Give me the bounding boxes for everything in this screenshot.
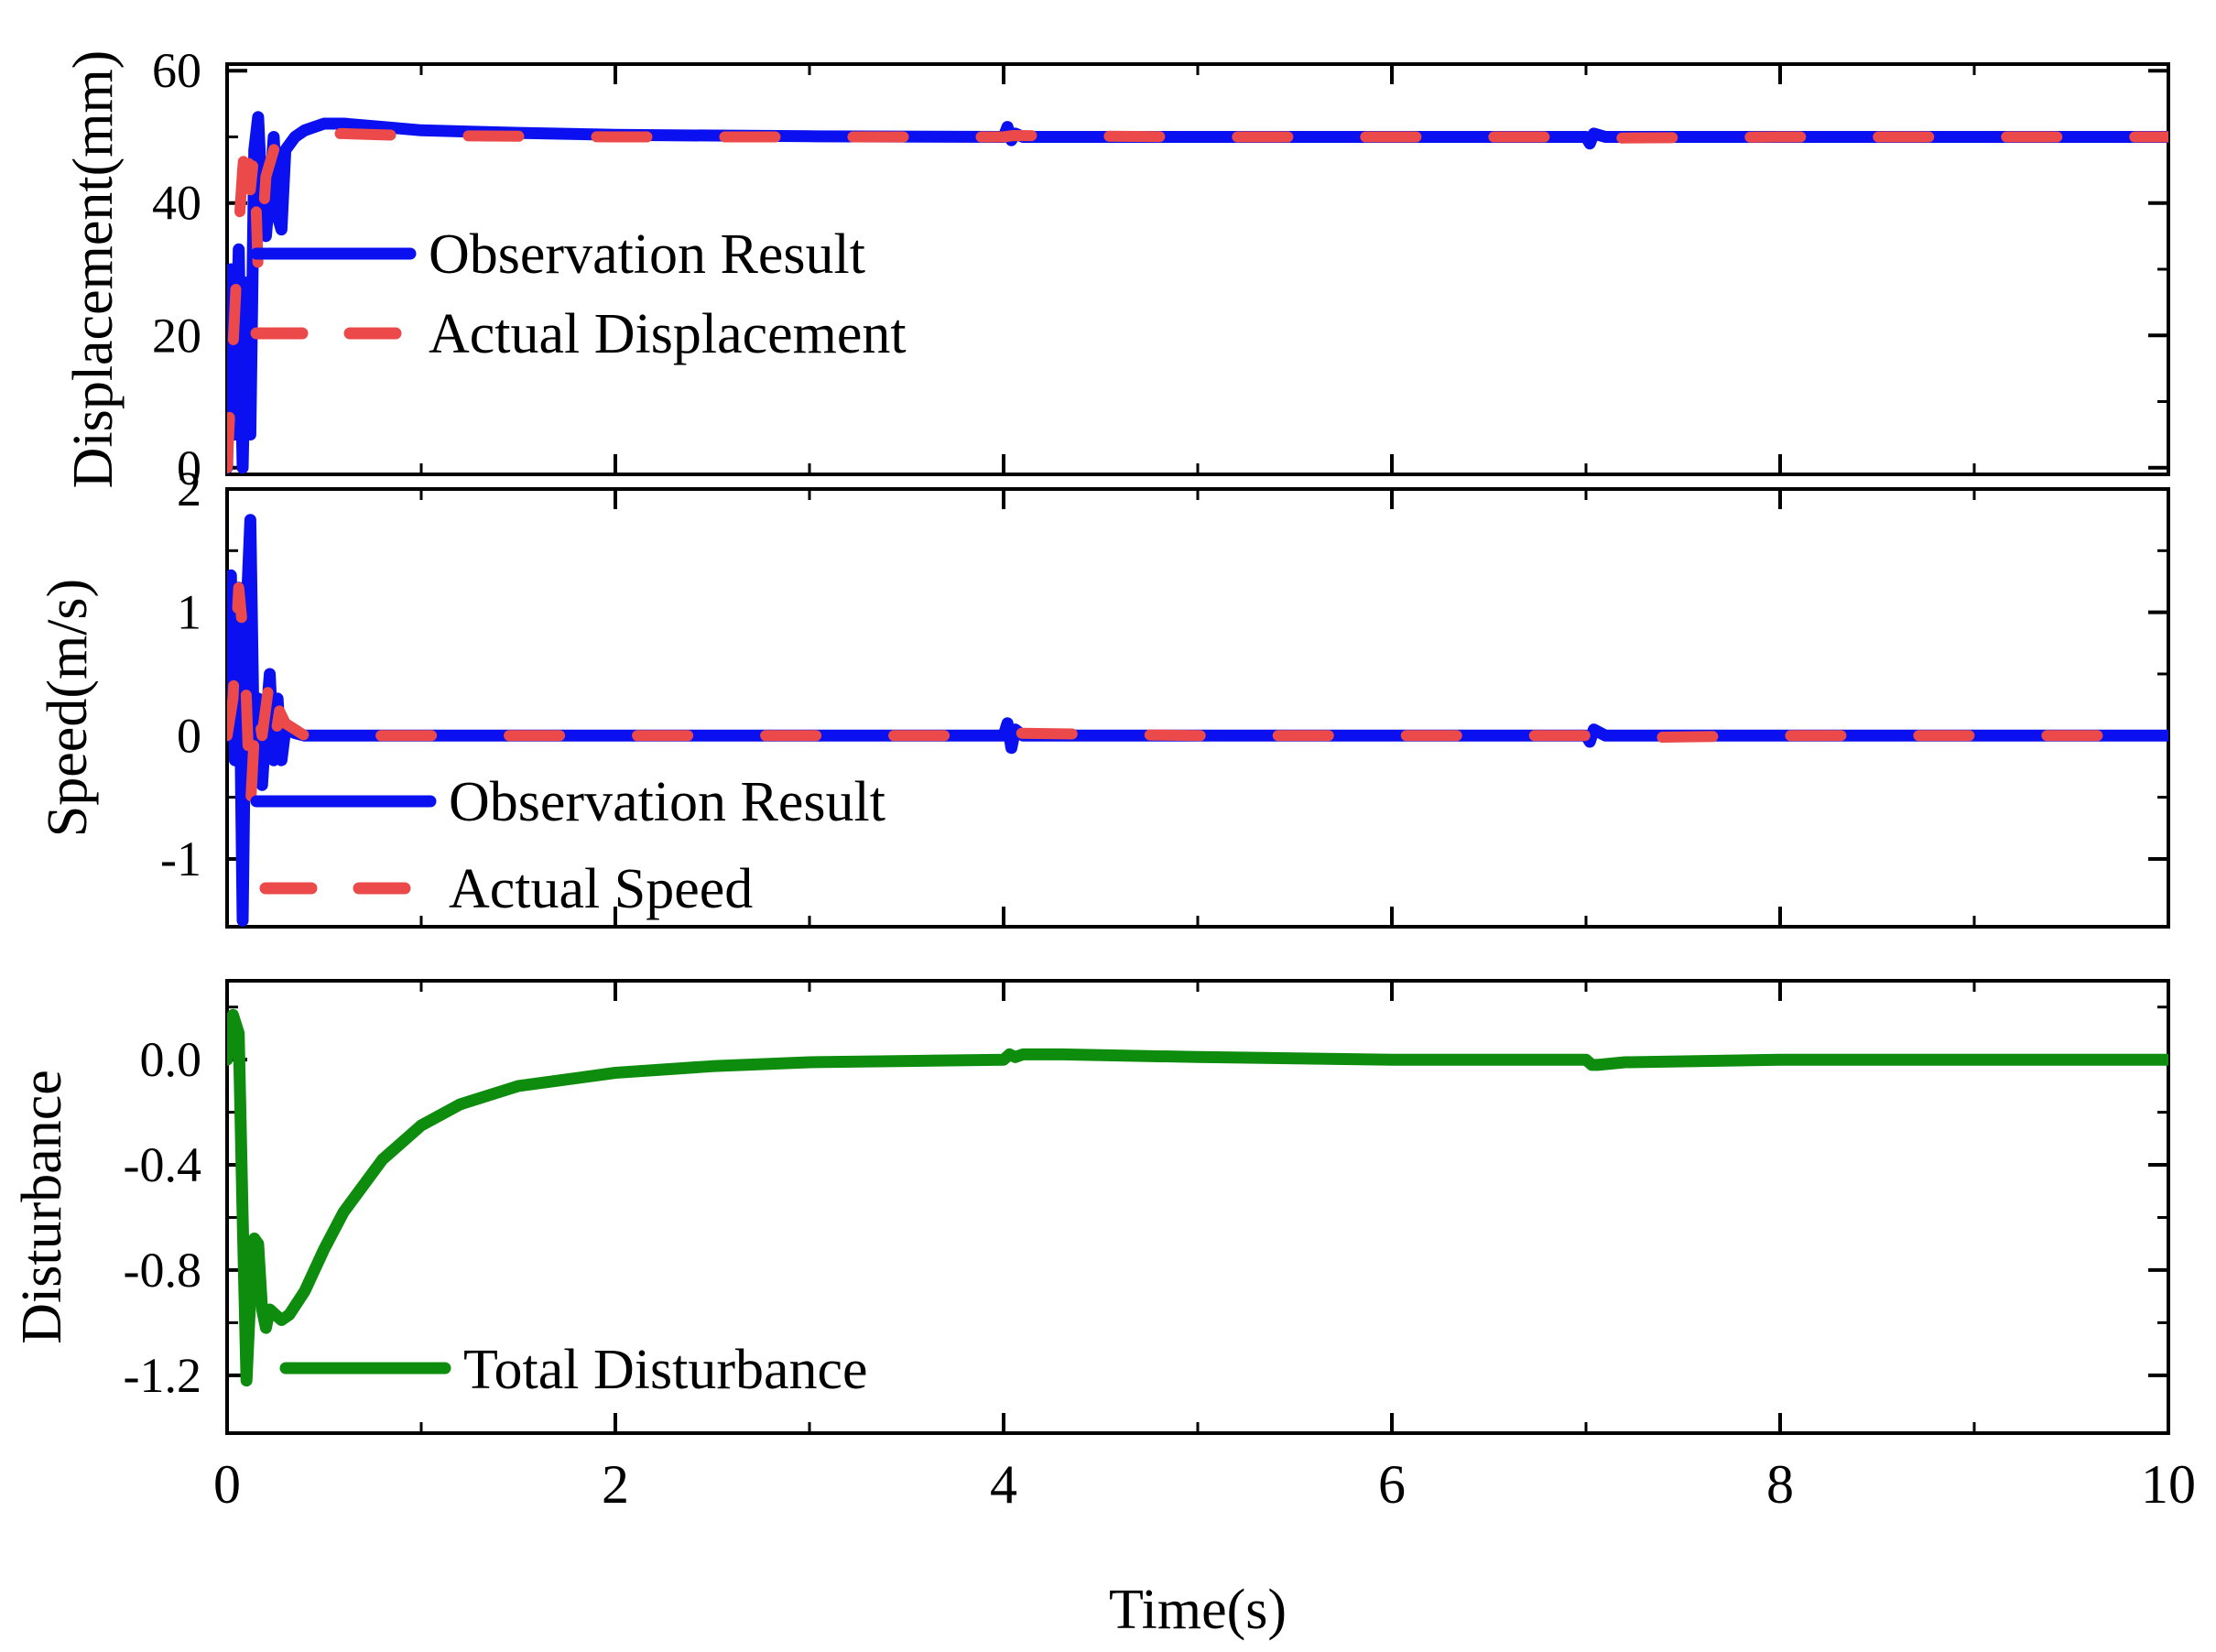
disturbance-series	[227, 1008, 2168, 1387]
displacement-series	[227, 111, 2168, 474]
x-tick-label: 2	[602, 1454, 629, 1515]
y-tick-label: -0.4	[124, 1137, 201, 1192]
legend-label-observation-result: Observation Result	[449, 771, 885, 833]
y-tick-label: -0.8	[124, 1243, 201, 1298]
y-tick-label: -1	[160, 831, 201, 886]
displacement-panel: 0 20 40 60 Observation Result Actual Displa…	[62, 43, 2170, 495]
series-line-actual-displacement	[227, 118, 2168, 473]
y-tick-label: 0.0	[140, 1032, 202, 1087]
speed-legend: Observation Result Actual Speed	[250, 771, 885, 920]
displacement-legend: Observation Result Actual Displacement	[250, 223, 907, 365]
speed-panel: -1 0 1 2 Observation Result Actual Speed Sp…	[37, 462, 2170, 929]
speed-series	[227, 514, 2168, 927]
y-tick-label: 2	[177, 462, 201, 516]
legend-label-total-disturbance: Total Disturbance	[463, 1339, 868, 1401]
series-line-actual-speed	[227, 581, 2168, 816]
displacement-tick-labels: 0 20 40 60	[152, 43, 201, 495]
legend-label-actual-displacement: Actual Displacement	[429, 303, 907, 365]
disturbance-panel: -1.2 -0.8 -0.4 0.0 0 2 4 6 8 10 Total Disturbance…	[11, 979, 2196, 1641]
y-tick-label: -1.2	[124, 1348, 201, 1403]
disturbance-tick-labels: -1.2 -0.8 -0.4 0.0 0 2 4 6 8 10	[124, 1032, 2196, 1515]
displacement-y-axis-label: Displacement(mm)	[62, 50, 125, 489]
x-axis-label: Time(s)	[1109, 1579, 1287, 1641]
x-tick-label: 4	[990, 1454, 1017, 1515]
y-tick-label: 0	[177, 440, 201, 495]
y-tick-label: 60	[152, 43, 201, 98]
x-tick-label: 6	[1378, 1454, 1406, 1515]
speed-y-axis-label: Speed(m/s)	[37, 579, 99, 837]
legend-label-observation-result: Observation Result	[429, 223, 865, 286]
series-line-total-disturbance	[227, 1008, 2168, 1387]
legend-label-actual-speed: Actual Speed	[449, 858, 753, 920]
series-line-observation-result	[227, 111, 2168, 474]
y-tick-label: 40	[152, 176, 201, 231]
displacement-ticks	[225, 64, 2170, 474]
y-tick-label: 0	[177, 708, 201, 763]
y-tick-label: 1	[177, 585, 201, 640]
x-tick-label: 0	[213, 1454, 241, 1515]
y-tick-label: 20	[152, 308, 201, 363]
x-tick-label: 8	[1766, 1454, 1794, 1515]
disturbance-y-axis-label: Disturbance	[11, 1070, 73, 1344]
speed-tick-labels: -1 0 1 2	[160, 462, 201, 886]
disturbance-legend: Total Disturbance	[279, 1339, 868, 1401]
x-tick-label: 10	[2141, 1454, 2196, 1515]
